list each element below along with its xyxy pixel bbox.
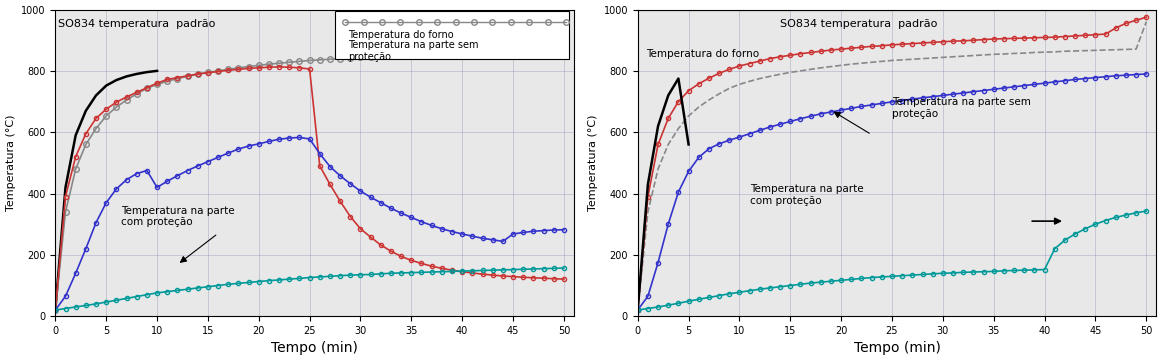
X-axis label: Tempo (min): Tempo (min) [854, 342, 940, 356]
Text: SO834 temperatura  padrão: SO834 temperatura padrão [780, 19, 938, 29]
Y-axis label: Temperatura (°C): Temperatura (°C) [588, 114, 598, 211]
Text: SO834 temperatura  padrão: SO834 temperatura padrão [58, 19, 216, 29]
Text: Temperatura na parte
com proteção: Temperatura na parte com proteção [749, 184, 863, 206]
Text: Temperatura na parte sem
proteção: Temperatura na parte sem proteção [892, 97, 1031, 118]
X-axis label: Tempo (min): Tempo (min) [271, 342, 358, 356]
Y-axis label: Temperatura (°C): Temperatura (°C) [6, 114, 15, 211]
Bar [335, 11, 569, 58]
Text: Temperatura na parte sem
proteção: Temperatura na parte sem proteção [349, 40, 479, 62]
Text: Temperatura na parte
com proteção: Temperatura na parte com proteção [122, 206, 235, 227]
Text: Temperatura do forno: Temperatura do forno [349, 30, 454, 40]
Text: Temperatura do forno: Temperatura do forno [646, 49, 759, 60]
